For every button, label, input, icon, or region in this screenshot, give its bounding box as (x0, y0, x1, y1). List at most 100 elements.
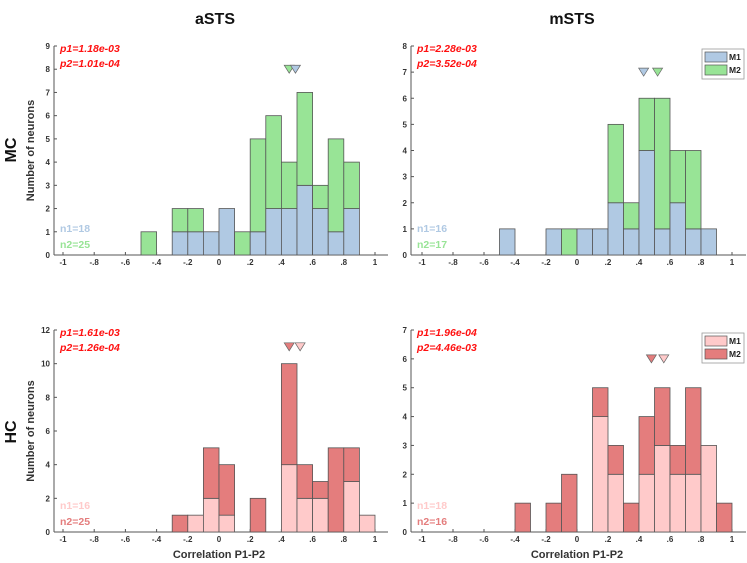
bar-m2 (592, 387, 609, 417)
x-tick-label: -.4 (510, 535, 520, 544)
bar-m2 (218, 464, 236, 516)
y-tick-label: 0 (46, 528, 51, 537)
x-tick-label: .2 (605, 535, 612, 544)
bar-m2 (669, 445, 686, 475)
y-tick-label: 4 (403, 147, 408, 156)
x-axis-label: Correlation P1-P2 (173, 549, 265, 561)
bar-m1 (700, 445, 717, 533)
x-tick-label: -.6 (479, 258, 489, 267)
bar-m2 (685, 387, 702, 475)
bar-m2 (171, 208, 189, 233)
x-tick-label: .8 (340, 258, 347, 267)
bar-m1 (576, 228, 593, 256)
y-tick-label: 1 (46, 228, 51, 237)
y-tick-label: 0 (403, 251, 408, 260)
panel-mSTS-HC: 0 1 2 3 4 5 6 7 -1 -.8 -.6 -.4 -.2 0 .2 .4 .6 .8 1 p1=1.96e… (403, 326, 746, 561)
x-tick-label: -.2 (183, 535, 193, 544)
bar-m1 (685, 473, 702, 533)
bar-m1 (685, 228, 702, 256)
x-tick-label: .4 (636, 535, 643, 544)
p2-value: p2=4.46e-03 (416, 342, 477, 354)
legend-swatch-m2 (704, 348, 728, 360)
p1-value: p1=2.28e-03 (416, 43, 477, 55)
y-tick-label: 7 (403, 326, 408, 335)
bar-m1 (187, 231, 204, 256)
x-tick-label: -.6 (479, 535, 489, 544)
y-tick-label: 3 (46, 181, 51, 190)
p2-value: p2=1.01e-04 (59, 58, 120, 70)
bar-m1 (499, 228, 516, 256)
bar-m2 (249, 138, 267, 233)
bar-m2 (607, 123, 624, 204)
y-tick-label: 4 (46, 158, 51, 167)
legend-swatch-m1 (704, 335, 728, 347)
x-tick-label: 0 (217, 258, 222, 267)
x-tick-label: .2 (247, 535, 254, 544)
y-tick-label: 2 (46, 205, 51, 214)
legend-label-m2: M2 (729, 349, 741, 359)
y-tick-label: 4 (46, 461, 51, 470)
bar-m2 (561, 473, 578, 533)
p1-value: p1=1.96e-04 (416, 327, 477, 339)
bar-m2 (607, 445, 624, 475)
y-tick-label: 1 (403, 225, 408, 234)
x-tick-label: .6 (667, 258, 674, 267)
y-tick-label: 8 (46, 393, 51, 402)
bar-m2 (296, 464, 314, 499)
bar-m2 (327, 138, 345, 233)
p2-value: p2=1.26e-04 (59, 342, 120, 354)
median-marker-m1-icon (289, 64, 302, 74)
n2-count: n2=25 (60, 239, 90, 251)
bar-m1 (623, 228, 640, 256)
bar-m2 (327, 447, 345, 533)
bar-m2 (654, 387, 671, 446)
bar-m2 (343, 161, 360, 209)
y-tick-label: 7 (46, 88, 51, 97)
y-tick-label: 5 (46, 135, 51, 144)
y-tick-label: 2 (403, 470, 408, 479)
bar-m2 (545, 502, 562, 533)
bar-m2 (187, 208, 204, 233)
x-tick-label: 0 (575, 258, 580, 267)
x-tick-label: .4 (278, 258, 285, 267)
bar-m2 (202, 447, 220, 499)
panel-aSTS-HC: 0 2 4 6 8 10 12 -1 -.8 -.6 -.4 -.2 0 .2 .4 .6 .8 1 p1=1.61… (25, 326, 388, 561)
n2-count: n2=16 (417, 516, 447, 528)
x-tick-label: .2 (247, 258, 254, 267)
y-tick-label: 6 (403, 355, 408, 364)
x-tick-label: .6 (667, 535, 674, 544)
x-tick-label: .4 (636, 258, 643, 267)
x-tick-label: .2 (605, 258, 612, 267)
x-tick-label: -.2 (541, 535, 551, 544)
panel-mSTS-MC: 0 1 2 3 4 5 6 7 8 -1 -.8 -.6 -.4 -.2 0 .2 .4 .6 .8 1 p1=2.28… (403, 42, 746, 267)
bar-m1 (638, 150, 655, 256)
bar-m2 (638, 97, 655, 151)
bar-m1 (218, 514, 236, 533)
bar-m2 (249, 497, 267, 533)
x-tick-label: .8 (698, 535, 705, 544)
bar-m1 (700, 228, 717, 256)
n2-count: n2=25 (60, 516, 90, 528)
bar-m2 (280, 161, 298, 209)
n2-count: n2=17 (417, 239, 447, 251)
bar-m2 (312, 481, 329, 499)
row-title-mc: MC (3, 137, 20, 162)
y-tick-label: 8 (46, 65, 51, 74)
legend-swatch-m2 (704, 64, 728, 76)
bar-m2 (234, 231, 251, 256)
bar-m1 (296, 497, 314, 533)
y-tick-label: 1 (403, 499, 408, 508)
bar-m1 (280, 464, 298, 533)
x-tick-label: -.4 (152, 535, 162, 544)
x-tick-label: 0 (217, 535, 222, 544)
column-title-asts: aSTS (195, 11, 235, 28)
x-tick-label: .6 (309, 258, 316, 267)
x-tick-label: -.8 (448, 258, 458, 267)
bar-m1 (669, 473, 686, 533)
bar-m1 (592, 228, 609, 256)
x-tick-label: 1 (730, 535, 735, 544)
bar-m2 (280, 363, 298, 466)
x-tick-label: .4 (278, 535, 285, 544)
bar-m1 (202, 231, 220, 256)
